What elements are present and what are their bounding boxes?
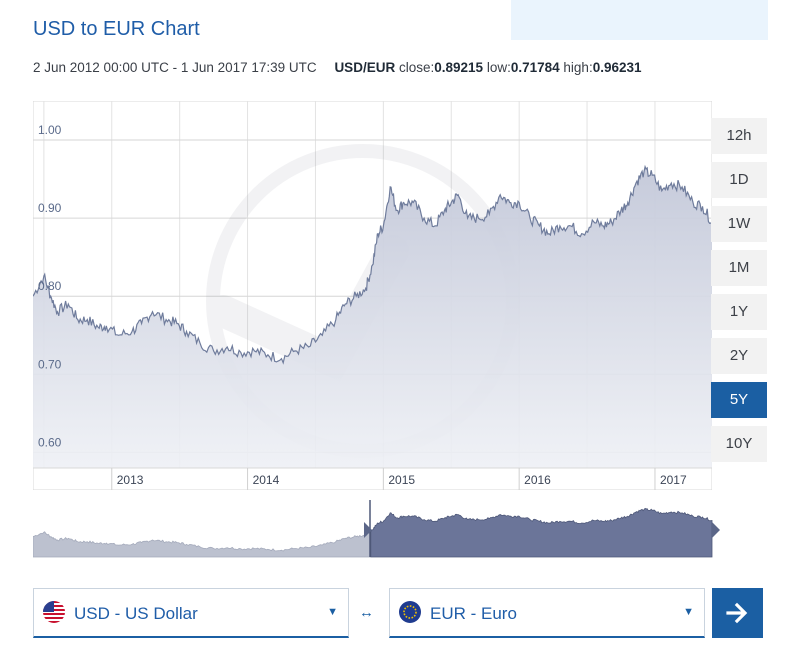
x-tick-labels: 2013 2014 2015 2016 2017 xyxy=(33,467,712,490)
navigator-right-handle[interactable] xyxy=(712,522,720,538)
x-tick-label: 2015 xyxy=(388,473,415,487)
series-line xyxy=(33,164,712,365)
x-tick-label: 2013 xyxy=(117,473,144,487)
navigator-selected-area xyxy=(370,507,713,558)
range-button-1d[interactable]: 1D xyxy=(711,162,767,198)
y-tick-label: 0.80 xyxy=(38,279,62,293)
y-tick-label: 0.60 xyxy=(38,435,62,449)
range-button-12h[interactable]: 12h xyxy=(711,118,767,154)
to-currency-select[interactable]: EUR - Euro ▼ xyxy=(389,588,705,638)
navigator-left-handle[interactable] xyxy=(364,522,372,538)
close-label: close: xyxy=(398,60,435,75)
rate-chart-svg: 0.600.700.800.901.00 2013 2014 2015 2016 201… xyxy=(33,101,712,490)
caret-down-icon: ▼ xyxy=(327,606,338,618)
close-value: 0.89215 xyxy=(434,60,484,75)
y-tick-labels: 0.60 0.70 0.80 0.90 1.00 xyxy=(38,123,62,449)
y-tick-label: 0.70 xyxy=(38,357,62,371)
navigator-series xyxy=(32,500,713,558)
navigator-unselected-area xyxy=(32,530,371,558)
caret-down-icon: ▼ xyxy=(683,606,694,618)
range-button-1m[interactable]: 1M xyxy=(711,250,767,286)
arrow-right-icon xyxy=(726,602,748,624)
x-tick-label: 2017 xyxy=(660,473,687,487)
top-ad-panel xyxy=(511,0,768,40)
currency-pair: USD/EUR xyxy=(334,60,396,75)
range-button-5y[interactable]: 5Y xyxy=(711,382,767,418)
us-flag-icon xyxy=(43,601,65,623)
y-tick-label: 0.90 xyxy=(38,201,62,215)
series-area-fill xyxy=(33,166,712,468)
convert-button[interactable] xyxy=(712,588,763,638)
x-tick-label: 2014 xyxy=(253,473,280,487)
date-range: 2 Jun 2012 00:00 UTC - 1 Jun 2017 17:39 … xyxy=(33,60,317,75)
high-label: high: xyxy=(563,60,593,75)
range-button-10y[interactable]: 10Y xyxy=(711,426,767,462)
from-currency-select[interactable]: USD - US Dollar ▼ xyxy=(33,588,349,638)
high-value: 0.96231 xyxy=(592,60,642,75)
swap-currencies-button[interactable]: ↔ xyxy=(359,604,374,621)
chart-navigator[interactable] xyxy=(32,500,723,560)
low-value: 0.71784 xyxy=(510,60,560,75)
range-button-1w[interactable]: 1W xyxy=(711,206,767,242)
range-button-1y[interactable]: 1Y xyxy=(711,294,767,330)
from-currency-label: USD - US Dollar xyxy=(74,604,198,623)
to-currency-label: EUR - Euro xyxy=(430,604,517,623)
page-title: USD to EUR Chart xyxy=(33,18,200,40)
navigator-svg xyxy=(32,500,720,558)
range-button-2y[interactable]: 2Y xyxy=(711,338,767,374)
eu-flag-icon xyxy=(399,601,421,623)
area-layer xyxy=(33,164,712,468)
range-selector: 12h 1D 1W 1M 1Y 2Y 5Y 10Y xyxy=(711,118,767,470)
y-tick-label: 1.00 xyxy=(38,123,62,137)
rate-chart[interactable]: 0.60 0.70 0.80 0.90 1.00 2013 2014 2015 2016 201… xyxy=(33,101,712,490)
x-axis-band xyxy=(33,467,712,490)
low-label: low: xyxy=(486,60,511,75)
chart-info-line: 2 Jun 2012 00:00 UTC - 1 Jun 2017 17:39 … xyxy=(33,60,642,75)
x-tick-label: 2016 xyxy=(524,473,551,487)
